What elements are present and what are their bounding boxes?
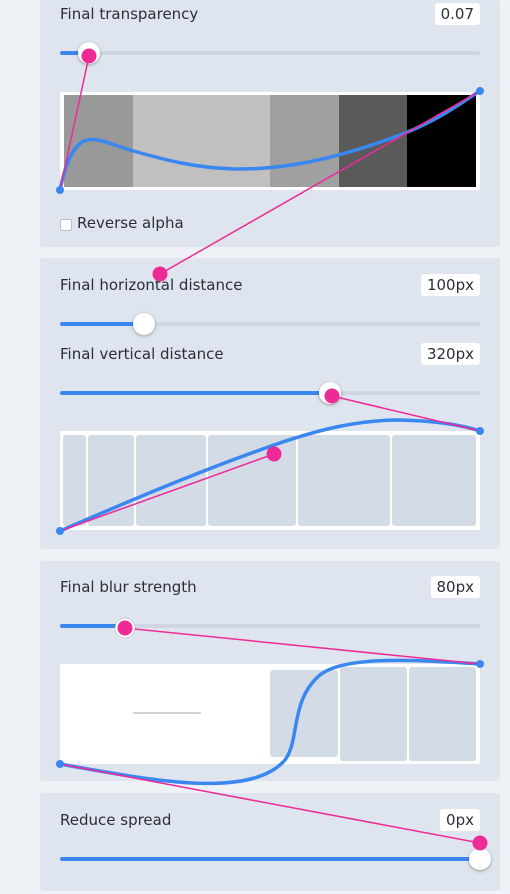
blur-block <box>340 667 407 761</box>
blur-curve[interactable] <box>58 658 482 786</box>
curve-endpoint[interactable] <box>476 87 484 95</box>
transparency-value: 0.07 <box>434 3 480 25</box>
bezier-handle[interactable] <box>152 266 168 282</box>
blur-handle-line <box>124 627 481 665</box>
distance-block <box>208 435 296 526</box>
bezier-handle[interactable] <box>324 388 340 404</box>
reverse-alpha-label[interactable]: Reverse alpha <box>77 214 184 232</box>
blur-strength-label: Final blur strength <box>60 578 197 596</box>
distance-block <box>63 435 86 526</box>
transparency-preview <box>60 92 480 190</box>
blur-strength-slider[interactable] <box>60 624 480 628</box>
reduce-spread-label: Reduce spread <box>60 811 172 829</box>
reduce-spread-slider-thumb[interactable] <box>469 848 491 870</box>
transparency-handle-line <box>159 90 481 275</box>
bezier-handle[interactable] <box>117 620 133 636</box>
reduce-spread-slider-fill <box>60 857 480 861</box>
transparency-swatch <box>133 95 270 187</box>
distance-handle-line <box>59 453 275 532</box>
reverse-alpha-checkbox[interactable] <box>60 219 72 231</box>
blur-block <box>270 670 338 757</box>
curve-endpoint[interactable] <box>56 186 64 194</box>
transparency-swatch <box>339 95 407 187</box>
transparency-swatch <box>407 95 476 187</box>
blur-preview <box>60 664 480 764</box>
blur-strength-slider-fill <box>60 624 125 628</box>
vertical-distance-slider[interactable] <box>60 391 480 395</box>
distance-block <box>298 435 390 526</box>
transparency-handle-line <box>59 55 90 191</box>
horizontal-distance-value: 100px <box>420 274 480 296</box>
horizontal-distance-slider[interactable] <box>60 322 480 326</box>
transparency-curve[interactable] <box>58 89 482 192</box>
distance-handle-line <box>331 395 481 432</box>
vertical-distance-value: 320px <box>420 343 480 365</box>
bezier-handle[interactable] <box>266 446 282 462</box>
distance-block <box>136 435 206 526</box>
reduce-spread-slider[interactable] <box>60 857 480 861</box>
transparency-label: Final transparency <box>60 5 199 23</box>
curve-endpoint[interactable] <box>56 527 64 535</box>
curve-endpoint[interactable] <box>56 760 64 768</box>
blur-placeholder-line <box>133 712 201 714</box>
transparency-slider[interactable] <box>60 51 480 55</box>
bezier-handle[interactable] <box>81 48 97 64</box>
horizontal-distance-label: Final horizontal distance <box>60 276 243 294</box>
blur-strength-value: 80px <box>430 576 480 598</box>
transparency-swatch <box>270 95 339 187</box>
blur-block <box>409 667 476 761</box>
vertical-distance-label: Final vertical distance <box>60 345 224 363</box>
distance-block <box>392 435 476 526</box>
vertical-distance-slider-fill <box>60 391 330 395</box>
distance-curve[interactable] <box>58 418 482 533</box>
horizontal-distance-slider-thumb[interactable] <box>133 313 155 335</box>
horizontal-distance-slider-fill <box>60 322 144 326</box>
transparency-slider-fill <box>60 51 89 55</box>
blur-handle-line <box>59 763 481 844</box>
curve-endpoint[interactable] <box>476 427 484 435</box>
spread-panel <box>40 793 500 891</box>
reduce-spread-value: 0px <box>440 809 480 831</box>
curve-endpoint[interactable] <box>476 660 484 668</box>
bezier-handle[interactable] <box>472 835 488 851</box>
